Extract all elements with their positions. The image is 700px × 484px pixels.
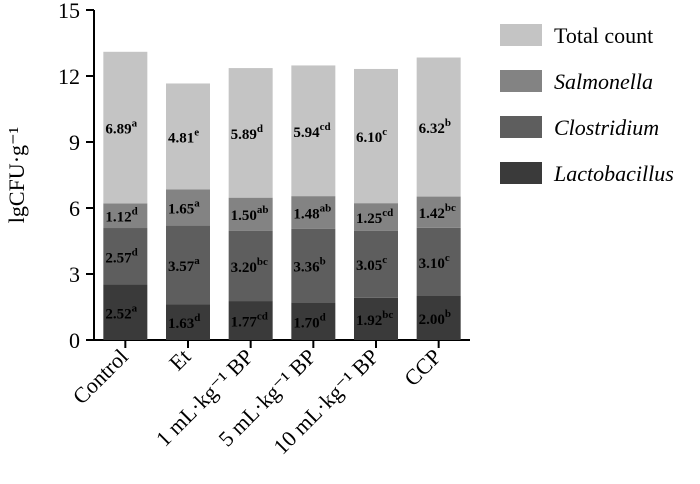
bar-segment-total-count	[291, 65, 336, 197]
legend-swatch	[500, 70, 542, 92]
bar-segment-salmonella	[103, 203, 148, 229]
legend-label: Lactobacillus	[553, 161, 674, 186]
bar-segment-clostridium	[416, 227, 461, 296]
y-tick-label: 15	[58, 0, 80, 23]
data-label: 3.05c	[356, 254, 387, 274]
bar-segment-total-count	[416, 57, 461, 197]
data-label: 6.10c	[356, 126, 387, 146]
bar-segment-lactobacillus	[416, 296, 461, 340]
bar-segment-salmonella	[166, 189, 210, 226]
y-tick-label: 0	[69, 328, 80, 353]
bar-segment-lactobacillus	[228, 301, 273, 340]
x-tick-label: Et	[164, 344, 196, 376]
y-tick-label: 6	[69, 196, 80, 221]
data-label: 3.36b	[293, 256, 325, 276]
legend-swatch	[500, 24, 542, 46]
bars	[103, 51, 461, 340]
data-label: 2.52a	[105, 302, 137, 322]
data-label: 4.81e	[168, 126, 199, 146]
legend-swatch	[500, 162, 542, 184]
legend-label: Salmonella	[554, 69, 653, 94]
y-axis-label: lgCFU·g⁻¹	[4, 127, 29, 223]
data-label: 5.89d	[231, 123, 263, 143]
data-label: 1.12d	[105, 206, 137, 226]
bar-segment-lactobacillus	[166, 304, 210, 340]
bar-segment-lactobacillus	[354, 297, 398, 340]
bar-segment-salmonella	[291, 196, 336, 229]
bar-segment-clostridium	[228, 230, 273, 302]
legend-label: Total count	[554, 23, 653, 48]
bar-segment-total-count	[166, 83, 210, 190]
legend-swatch	[500, 116, 542, 138]
bar-segment-lactobacillus	[103, 284, 148, 340]
y-tick-label: 9	[69, 130, 80, 155]
y-tick-label: 12	[58, 64, 80, 89]
data-label: 1.63d	[168, 312, 200, 332]
data-label: 1.70d	[293, 311, 325, 331]
bar-segment-clostridium	[166, 225, 210, 305]
bar-segment-salmonella	[228, 197, 273, 231]
bar-segment-total-count	[228, 68, 273, 198]
bar-segment-salmonella	[416, 196, 461, 228]
data-label: 6.32b	[419, 117, 451, 137]
x-tick-label: Control	[68, 344, 133, 409]
data-label: 2.57d	[105, 246, 137, 266]
bar-segment-clostridium	[354, 230, 398, 298]
legend-label: Clostridium	[554, 115, 659, 140]
bar-segment-clostridium	[291, 228, 336, 303]
bar-segment-total-count	[103, 51, 148, 204]
data-label: 2.00b	[419, 308, 451, 328]
data-label: 3.57a	[168, 255, 200, 275]
legend: Total count Salmonella Clostridium Lactobac…	[500, 23, 674, 186]
data-label: 3.10c	[419, 252, 450, 272]
bar-segment-lactobacillus	[291, 302, 336, 340]
bar-segment-clostridium	[103, 228, 148, 285]
x-tick-label: CCP	[399, 344, 446, 391]
y-tick-label: 3	[69, 262, 80, 287]
data-labels: 2.52a 2.57d 1.12d 6.89a 1.63d 3.57a 1.65a 4.81e…	[105, 117, 456, 332]
data-label: 1.65a	[168, 197, 200, 217]
bar-segment-total-count	[354, 68, 398, 204]
data-label: 6.89a	[105, 118, 137, 138]
bar-segment-salmonella	[354, 203, 398, 231]
